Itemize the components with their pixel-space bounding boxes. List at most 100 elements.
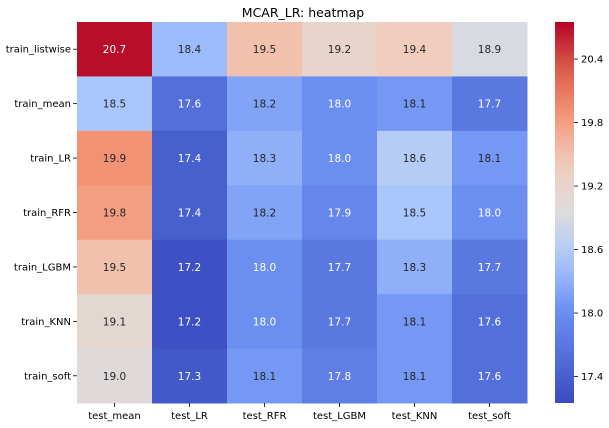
cell-value-label: 18.1 bbox=[478, 153, 501, 165]
heatmap-cell bbox=[77, 294, 153, 350]
heatmap-cell bbox=[152, 130, 228, 186]
cell-value-label: 18.0 bbox=[328, 153, 351, 165]
cell-value-label: 17.7 bbox=[328, 262, 351, 274]
cell-value-label: 18.9 bbox=[478, 44, 501, 56]
column-label: test_LGBM bbox=[313, 411, 366, 422]
cell-value-label: 18.1 bbox=[403, 99, 426, 111]
colorbar-tick-label: 19.2 bbox=[581, 182, 603, 193]
heatmap-cells: 20.7 18.4 19.5 19.2 19.4 18.9 18.5 17.6 18.2 18.0… bbox=[77, 22, 528, 404]
cell-value-label: 18.0 bbox=[253, 262, 276, 274]
heatmap-cell bbox=[377, 76, 453, 132]
colorbar-tick-label: 18.6 bbox=[581, 245, 603, 256]
heatmap-cell bbox=[452, 76, 528, 132]
column-label: test_RFR bbox=[243, 411, 287, 422]
cell-value-label: 17.7 bbox=[328, 316, 351, 328]
heatmap-cell bbox=[227, 348, 303, 404]
heatmap-cell bbox=[302, 348, 378, 404]
heatmap-cell bbox=[452, 130, 528, 186]
cell-value-label: 18.0 bbox=[253, 316, 276, 328]
heatmap-cell bbox=[152, 185, 228, 241]
heatmap-cell bbox=[152, 22, 228, 77]
cell-value-label: 17.7 bbox=[478, 262, 501, 274]
heatmap-cell bbox=[377, 294, 453, 350]
cell-value-label: 17.2 bbox=[178, 316, 201, 328]
cell-value-label: 18.0 bbox=[478, 208, 501, 220]
heatmap-cell bbox=[227, 130, 303, 186]
heatmap-cell bbox=[227, 22, 303, 77]
heatmap-cell bbox=[77, 76, 153, 132]
row-label: train_KNN bbox=[21, 317, 71, 328]
colorbar-tick-label: 18.0 bbox=[581, 309, 603, 320]
heatmap-cell bbox=[452, 22, 528, 77]
column-label: test_LR bbox=[171, 411, 208, 422]
heatmap-cell bbox=[227, 294, 303, 350]
cell-value-label: 17.6 bbox=[478, 316, 502, 328]
cell-value-label: 19.1 bbox=[103, 316, 126, 328]
colorbar-tick-label: 17.4 bbox=[581, 372, 603, 383]
heatmap-cell bbox=[152, 348, 228, 404]
cell-value-label: 19.4 bbox=[403, 44, 427, 56]
row-label: train_listwise bbox=[6, 45, 71, 56]
heatmap-cell bbox=[227, 185, 303, 241]
cell-value-label: 19.5 bbox=[253, 44, 276, 56]
heatmap-cell bbox=[302, 185, 378, 241]
heatmap-cell bbox=[452, 239, 528, 295]
cell-value-label: 18.6 bbox=[403, 153, 427, 165]
heatmap-cell bbox=[377, 348, 453, 404]
heatmap-cell bbox=[77, 239, 153, 295]
colorbar: 17.4 18.0 18.6 19.2 19.8 20.4 bbox=[555, 22, 603, 403]
heatmap-cell bbox=[152, 239, 228, 295]
colorbar-gradient bbox=[555, 22, 574, 403]
heatmap-cell bbox=[77, 348, 153, 404]
heatmap-cell bbox=[77, 22, 153, 77]
heatmap-cell bbox=[377, 239, 453, 295]
cell-value-label: 17.6 bbox=[178, 99, 202, 111]
cell-value-label: 19.0 bbox=[103, 371, 126, 383]
row-label: train_soft bbox=[24, 371, 71, 382]
heatmap-cell bbox=[452, 185, 528, 241]
cell-value-label: 17.4 bbox=[178, 153, 202, 165]
heatmap-cell bbox=[227, 239, 303, 295]
cell-value-label: 18.2 bbox=[253, 208, 276, 220]
cell-value-label: 17.8 bbox=[328, 371, 351, 383]
cell-value-label: 17.7 bbox=[478, 99, 501, 111]
cell-value-label: 17.3 bbox=[178, 371, 201, 383]
cell-value-label: 18.2 bbox=[253, 99, 276, 111]
cell-value-label: 20.7 bbox=[103, 44, 126, 56]
cell-value-label: 17.6 bbox=[478, 371, 502, 383]
heatmap-cell bbox=[377, 22, 453, 77]
cell-value-label: 17.2 bbox=[178, 262, 201, 274]
column-label: test_soft bbox=[468, 411, 511, 422]
row-label: train_mean bbox=[14, 99, 71, 110]
cell-value-label: 19.5 bbox=[103, 262, 126, 274]
cell-value-label: 19.9 bbox=[103, 153, 126, 165]
colorbar-tick-label: 20.4 bbox=[581, 55, 603, 66]
heatmap-cell bbox=[302, 130, 378, 186]
row-label: train_LR bbox=[30, 154, 71, 165]
cell-value-label: 19.2 bbox=[328, 44, 351, 56]
cell-value-label: 18.1 bbox=[403, 371, 426, 383]
heatmap-cell bbox=[77, 185, 153, 241]
heatmap-cell bbox=[152, 76, 228, 132]
cell-value-label: 18.3 bbox=[253, 153, 276, 165]
colorbar-tick-label: 19.8 bbox=[581, 118, 603, 129]
heatmap-cell bbox=[77, 130, 153, 186]
cell-value-label: 18.4 bbox=[178, 44, 202, 56]
cell-value-label: 17.4 bbox=[178, 208, 202, 220]
heatmap-cell bbox=[377, 130, 453, 186]
row-label: train_LGBM bbox=[14, 262, 71, 273]
heatmap-cell bbox=[452, 348, 528, 404]
cell-value-label: 19.8 bbox=[103, 208, 126, 220]
column-label: test_KNN bbox=[392, 411, 438, 422]
row-label: train_RFR bbox=[23, 208, 71, 219]
heatmap-cell bbox=[152, 294, 228, 350]
cell-value-label: 18.1 bbox=[253, 371, 276, 383]
heatmap-cell bbox=[227, 76, 303, 132]
row-labels: train_listwise train_mean train_LR train_RF… bbox=[6, 45, 77, 382]
cell-value-label: 18.5 bbox=[403, 208, 426, 220]
heatmap-cell bbox=[302, 22, 378, 77]
heatmap-cell bbox=[452, 294, 528, 350]
column-labels: test_mean test_LR test_RFR test_LGBM test_KN… bbox=[88, 403, 511, 422]
cell-value-label: 17.9 bbox=[328, 208, 351, 220]
